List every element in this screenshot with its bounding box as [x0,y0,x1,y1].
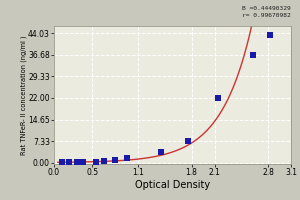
Point [185,139,190,143]
Point [59,161,64,164]
Point [81,160,85,164]
Point [159,151,164,154]
X-axis label: Optical Density: Optical Density [135,180,210,190]
Point [101,159,106,163]
Point [250,54,255,57]
Point [267,33,272,36]
Text: B =0.44490329
r= 0.99670982: B =0.44490329 r= 0.99670982 [242,6,291,18]
Point [74,161,79,164]
Point [67,161,72,164]
Point [94,160,98,163]
Point [216,96,221,100]
Y-axis label: Rat TNFeR- II concentration (ng/ml ): Rat TNFeR- II concentration (ng/ml ) [20,35,27,155]
Point [124,157,129,160]
Point [113,158,118,161]
